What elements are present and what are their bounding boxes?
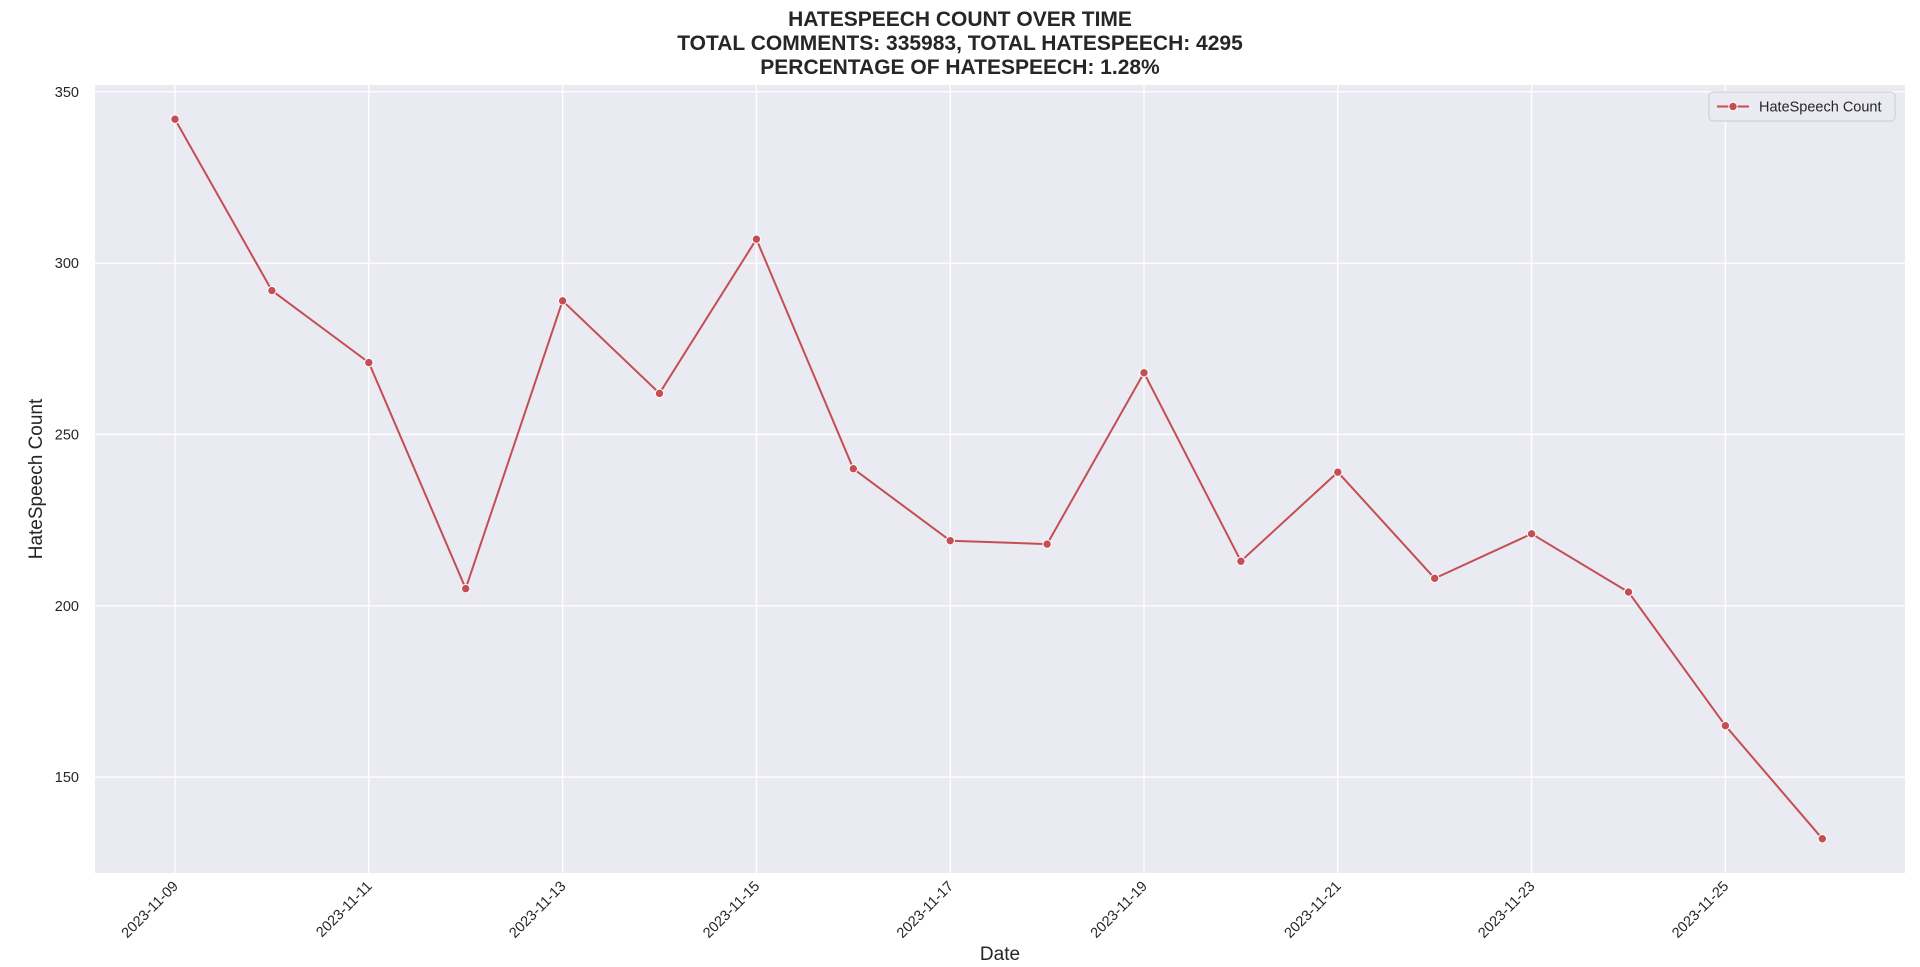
- data-point: [1333, 467, 1343, 477]
- chart-title-line-3: PERCENTAGE OF HATESPEECH: 1.28%: [760, 56, 1160, 79]
- x-tick-label: 2023-11-19: [1088, 879, 1151, 942]
- legend-marker: [1728, 101, 1738, 112]
- x-tick-label: 2023-11-23: [1475, 879, 1538, 942]
- x-tick-label: 2023-11-11: [313, 879, 375, 941]
- x-tick-label: 2023-11-17: [894, 879, 957, 942]
- data-point: [1236, 556, 1246, 566]
- x-tick-label: 2023-11-25: [1669, 879, 1732, 942]
- data-point: [170, 114, 180, 124]
- x-tick-label: 2023-11-15: [700, 879, 763, 942]
- y-tick-label: 200: [55, 599, 79, 615]
- data-point: [1042, 539, 1052, 549]
- data-point: [848, 464, 858, 474]
- data-point: [751, 234, 762, 244]
- legend-box: [1708, 91, 1896, 122]
- data-point: [1817, 834, 1828, 844]
- grid-lines: [95, 85, 1905, 873]
- x-tick-label: 2023-11-09: [119, 879, 182, 942]
- x-axis-label: Date: [980, 944, 1020, 965]
- series-line: [174, 118, 1824, 840]
- chart-title-line-2: TOTAL COMMENTS: 335983, TOTAL HATESPEECH…: [677, 32, 1243, 55]
- data-point: [654, 388, 665, 399]
- chart-title-line-1: HATESPEECH COUNT OVER TIME: [788, 8, 1132, 31]
- series-layer: [170, 114, 1828, 844]
- data-point: [557, 296, 568, 306]
- data-point: [267, 285, 277, 296]
- data-point: [461, 583, 471, 594]
- y-tick-label: 250: [55, 427, 79, 443]
- x-tick-label: 2023-11-13: [506, 879, 569, 942]
- data-point: [364, 357, 374, 368]
- y-tick-label: 350: [55, 85, 79, 101]
- data-point: [1720, 720, 1731, 731]
- chart-title: HATESPEECH COUNT OVER TIME TOTAL COMMENT…: [0, 8, 1920, 80]
- data-point: [1623, 587, 1634, 597]
- data-point: [1430, 573, 1440, 584]
- y-axis-label: HateSpeech Count: [26, 398, 47, 559]
- legend-label: HateSpeech Count: [1759, 100, 1882, 116]
- data-point: [945, 535, 955, 546]
- legend: HateSpeech Count: [1708, 91, 1896, 122]
- y-tick-label: 300: [55, 256, 79, 272]
- data-point: [1139, 368, 1149, 378]
- plot-area: [95, 85, 1905, 873]
- y-tick-label: 150: [55, 770, 79, 786]
- x-tick-label: 2023-11-21: [1282, 879, 1345, 942]
- data-point: [1526, 529, 1537, 539]
